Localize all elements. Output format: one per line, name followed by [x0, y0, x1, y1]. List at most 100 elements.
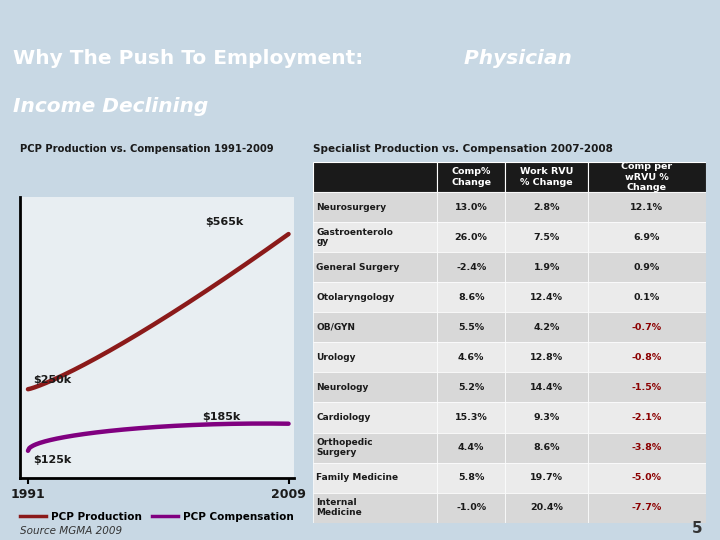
Bar: [313, 373, 437, 402]
Text: Income Declining: Income Declining: [13, 97, 208, 116]
Bar: [588, 402, 706, 433]
Bar: [588, 342, 706, 373]
Bar: [505, 252, 588, 282]
Text: -1.5%: -1.5%: [631, 383, 662, 392]
Text: -5.0%: -5.0%: [631, 473, 662, 482]
Text: Internal
Medicine: Internal Medicine: [316, 498, 362, 517]
Bar: [588, 312, 706, 342]
Bar: [437, 192, 505, 222]
Text: -0.8%: -0.8%: [631, 353, 662, 362]
Bar: [588, 492, 706, 523]
Text: $185k: $185k: [202, 412, 240, 422]
Text: Comp%
Change: Comp% Change: [451, 167, 491, 187]
Legend: PCP Production, PCP Compensation: PCP Production, PCP Compensation: [16, 508, 298, 526]
Bar: [505, 192, 588, 222]
Text: 12.8%: 12.8%: [530, 353, 563, 362]
Text: Source MGMA 2009: Source MGMA 2009: [20, 525, 122, 536]
Bar: [588, 463, 706, 492]
Text: 4.6%: 4.6%: [458, 353, 485, 362]
Bar: [588, 252, 706, 282]
Bar: [313, 342, 437, 373]
Text: Comp per
wRVU %
Change: Comp per wRVU % Change: [621, 162, 672, 192]
Bar: [313, 192, 437, 222]
Text: General Surgery: General Surgery: [316, 262, 400, 272]
Text: $565k: $565k: [205, 217, 243, 227]
Bar: [505, 433, 588, 463]
Bar: [313, 222, 437, 252]
Text: 4.2%: 4.2%: [534, 323, 560, 332]
Text: -2.4%: -2.4%: [456, 262, 486, 272]
Bar: [437, 463, 505, 492]
Text: 20.4%: 20.4%: [530, 503, 563, 512]
Bar: [437, 162, 505, 192]
Text: 5.8%: 5.8%: [458, 473, 485, 482]
Bar: [313, 252, 437, 282]
Text: 1.9%: 1.9%: [534, 262, 560, 272]
Bar: [505, 492, 588, 523]
Text: 12.4%: 12.4%: [530, 293, 563, 302]
Bar: [588, 162, 706, 192]
Text: 0.1%: 0.1%: [634, 293, 660, 302]
Text: 14.4%: 14.4%: [530, 383, 563, 392]
Text: 2.8%: 2.8%: [534, 202, 560, 212]
Text: 8.6%: 8.6%: [534, 443, 560, 452]
Bar: [505, 373, 588, 402]
Bar: [313, 433, 437, 463]
Text: 5.5%: 5.5%: [458, 323, 485, 332]
Text: 9.3%: 9.3%: [534, 413, 560, 422]
Text: Family Medicine: Family Medicine: [316, 473, 398, 482]
Bar: [588, 373, 706, 402]
Text: Neurosurgery: Neurosurgery: [316, 202, 387, 212]
Text: 4.4%: 4.4%: [458, 443, 485, 452]
Text: 5.2%: 5.2%: [458, 383, 485, 392]
Text: OB/GYN: OB/GYN: [316, 323, 356, 332]
Text: Urology: Urology: [316, 353, 356, 362]
Text: 19.7%: 19.7%: [530, 473, 563, 482]
Text: Neurology: Neurology: [316, 383, 369, 392]
Text: -3.8%: -3.8%: [631, 443, 662, 452]
Text: 7.5%: 7.5%: [534, 233, 560, 241]
Text: 6.9%: 6.9%: [634, 233, 660, 241]
Text: 26.0%: 26.0%: [455, 233, 487, 241]
Bar: [505, 222, 588, 252]
Bar: [437, 373, 505, 402]
Text: $125k: $125k: [33, 455, 71, 465]
Text: -2.1%: -2.1%: [631, 413, 662, 422]
Bar: [588, 282, 706, 312]
Bar: [505, 282, 588, 312]
Text: Orthopedic
Surgery: Orthopedic Surgery: [316, 438, 373, 457]
Bar: [505, 402, 588, 433]
Text: Specialist Production vs. Compensation 2007-2008: Specialist Production vs. Compensation 2…: [313, 144, 613, 154]
Bar: [505, 312, 588, 342]
Text: $250k: $250k: [33, 375, 71, 386]
Text: 12.1%: 12.1%: [630, 202, 663, 212]
Bar: [437, 492, 505, 523]
Bar: [437, 222, 505, 252]
Bar: [437, 433, 505, 463]
Bar: [313, 402, 437, 433]
Bar: [588, 433, 706, 463]
Bar: [505, 463, 588, 492]
Bar: [437, 252, 505, 282]
Text: -0.7%: -0.7%: [631, 323, 662, 332]
Bar: [437, 282, 505, 312]
Bar: [437, 402, 505, 433]
Bar: [313, 463, 437, 492]
Text: 5: 5: [691, 521, 702, 536]
Bar: [313, 282, 437, 312]
Text: PCP Production vs. Compensation 1991-2009: PCP Production vs. Compensation 1991-200…: [20, 144, 274, 154]
Text: 8.6%: 8.6%: [458, 293, 485, 302]
Bar: [505, 162, 588, 192]
Text: Physician: Physician: [457, 49, 572, 68]
Text: 15.3%: 15.3%: [455, 413, 487, 422]
Bar: [505, 342, 588, 373]
Text: 0.9%: 0.9%: [634, 262, 660, 272]
Text: Cardiology: Cardiology: [316, 413, 371, 422]
Text: Why The Push To Employment:: Why The Push To Employment:: [13, 49, 363, 68]
Text: 13.0%: 13.0%: [455, 202, 487, 212]
Bar: [588, 192, 706, 222]
Text: Work RVU
% Change: Work RVU % Change: [520, 167, 573, 187]
Bar: [313, 492, 437, 523]
Bar: [313, 162, 437, 192]
Text: Otolaryngology: Otolaryngology: [316, 293, 395, 302]
